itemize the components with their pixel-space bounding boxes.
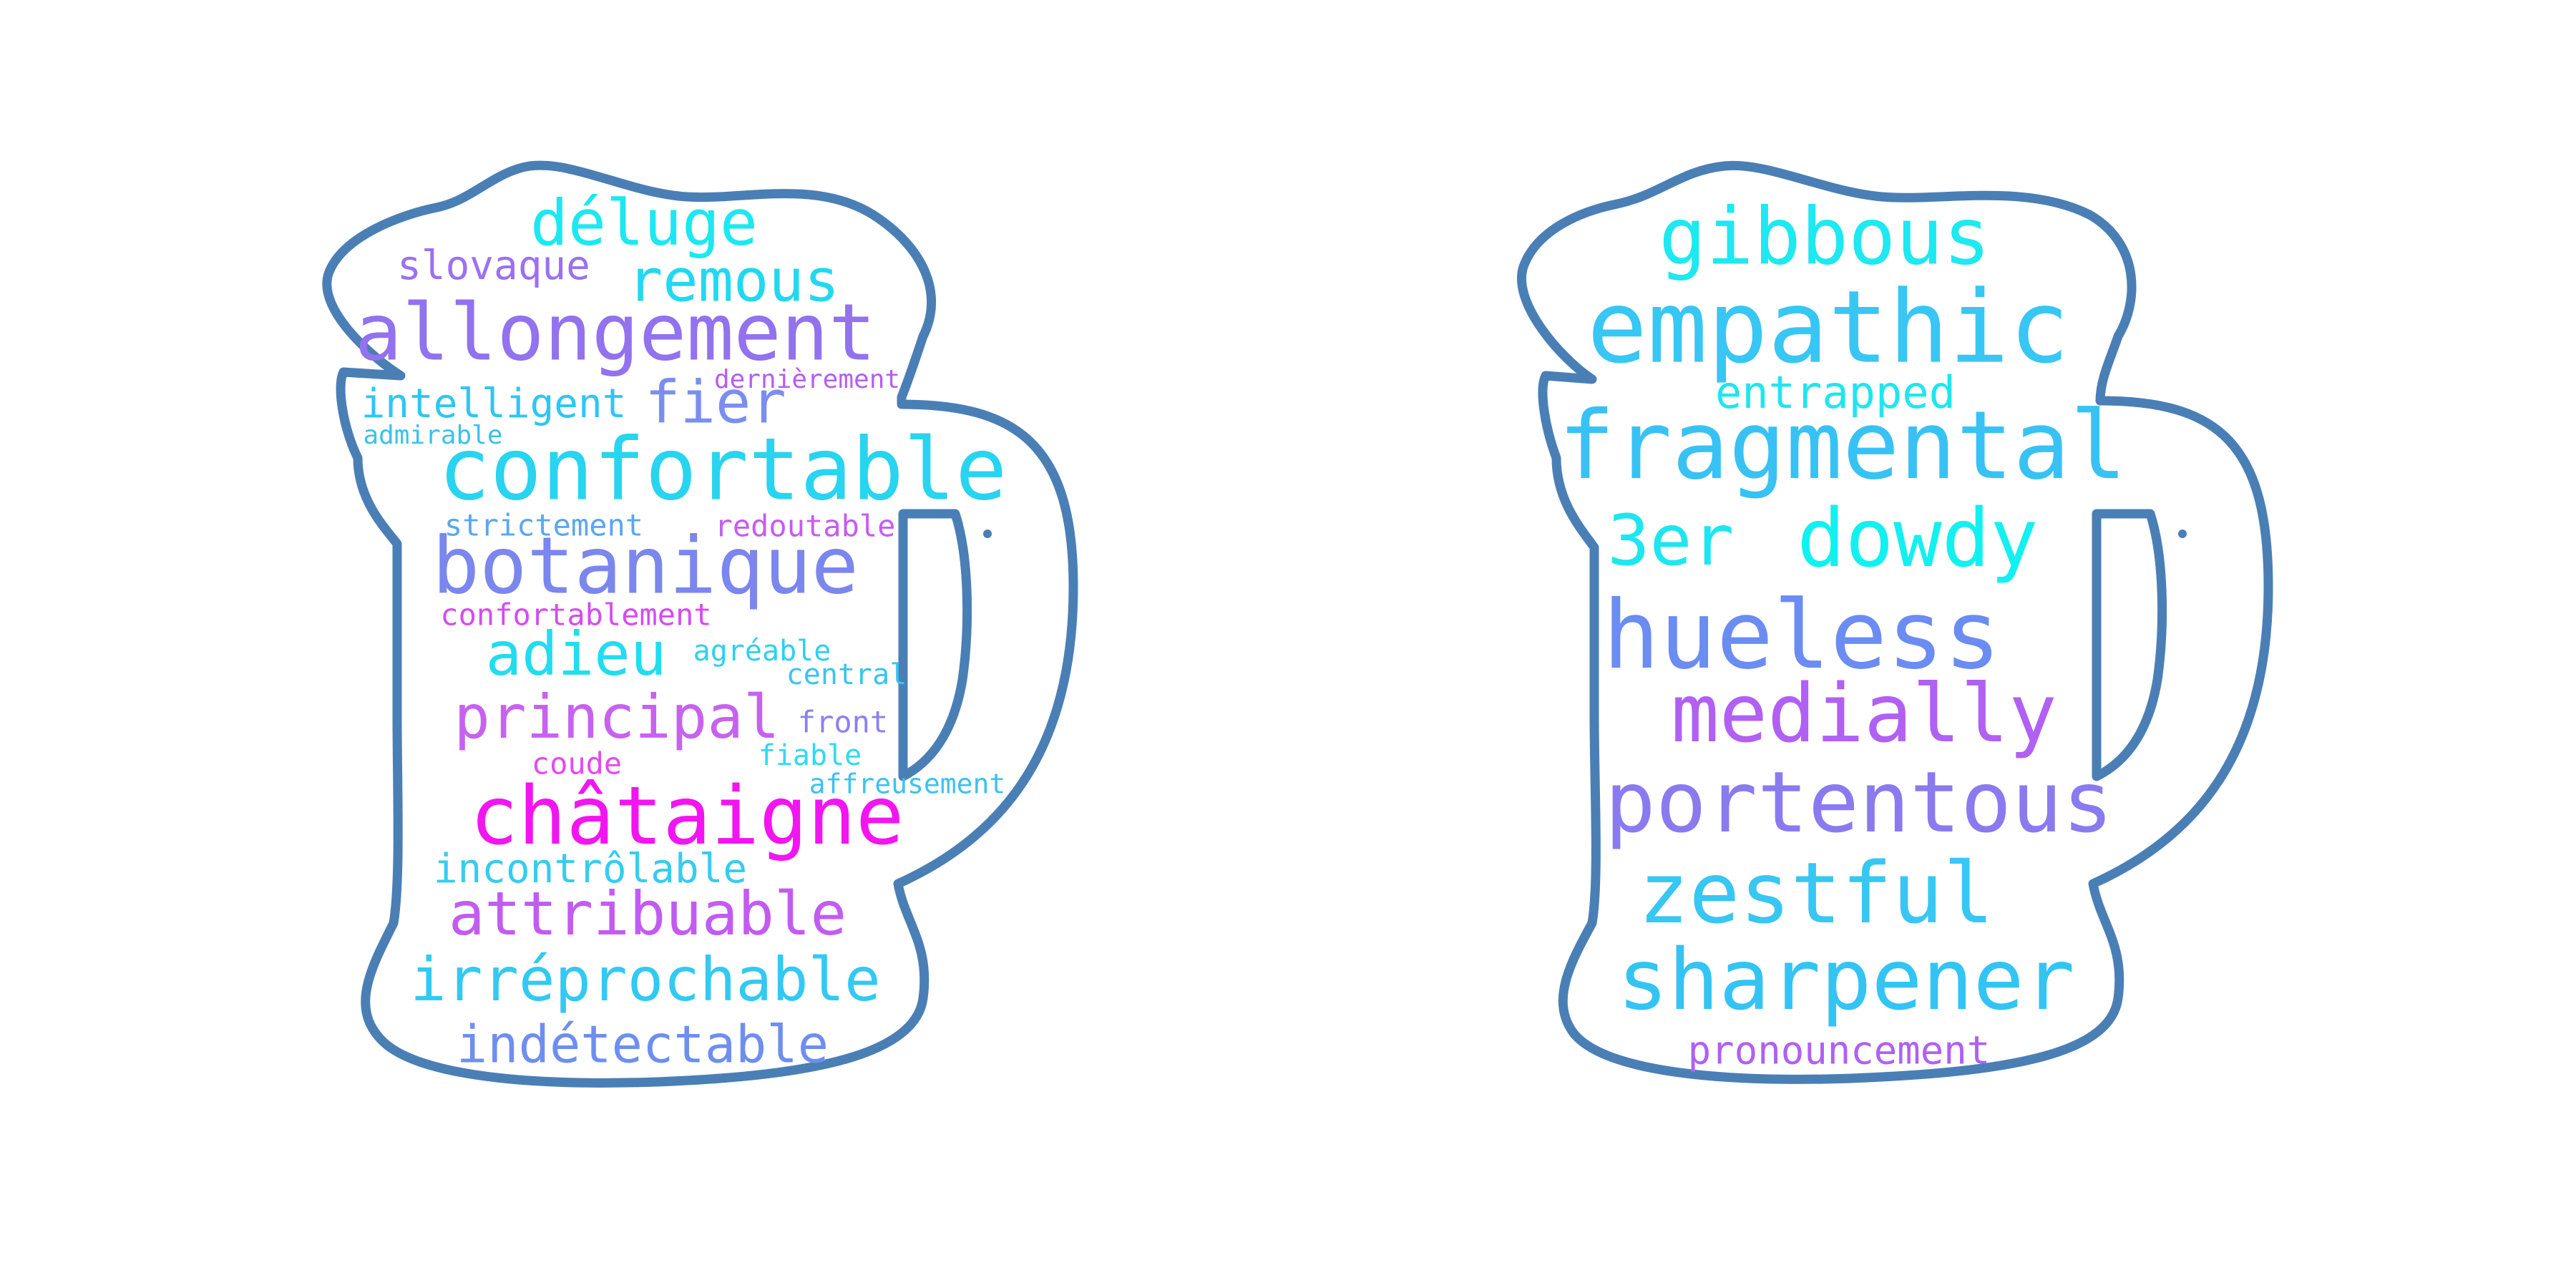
cloud-word: confortable [439, 421, 1008, 520]
cloud-word: coude [532, 746, 622, 781]
cloud-word: principal [454, 682, 779, 752]
cloud-word: admirable [363, 421, 502, 450]
cloud-word: entrapped [1715, 366, 1956, 419]
cloud-word: front [798, 705, 888, 740]
cloud-word: zestful [1638, 844, 1994, 942]
cloud-word: confortablement [440, 597, 711, 633]
cloud-word: adieu [486, 619, 667, 689]
cloud-word: fiable [758, 739, 862, 772]
cloud-word: remous [628, 247, 839, 315]
cloud-word: portentous [1605, 753, 2113, 852]
cloud-word: châtaigne [470, 770, 904, 863]
cloud-word: redoutable [715, 509, 896, 544]
cloud-word: hueless [1603, 580, 2001, 691]
cloud-word: indétectable [457, 1015, 829, 1075]
beer-mug-left-spot [983, 530, 992, 538]
beer-mug-right-handle-inner [2092, 509, 2167, 781]
cloud-word: intelligent [361, 381, 627, 427]
beer-mug-right-spot [2178, 530, 2187, 538]
cloud-word: slovaque [397, 243, 590, 289]
cloud-word: gibbous [1659, 190, 1991, 282]
cloud-word: attribuable [449, 879, 847, 949]
cloud-word: empathic [1587, 270, 2069, 386]
cloud-word: agréable [693, 635, 831, 668]
beer-mug-right-outline [1517, 160, 2273, 1084]
cloud-word: affreusement [809, 769, 1006, 800]
cloud-word: 3er [1607, 500, 1734, 582]
cloud-word: botanique [432, 519, 859, 611]
beer-mug-left-outline [322, 160, 1078, 1088]
cloud-word: central [786, 658, 907, 691]
cloud-word: irréprochable [410, 945, 880, 1015]
cloud-word: incontrôlable [434, 846, 747, 892]
beer-mug-left-handle-inner [898, 509, 972, 781]
cloud-word: medially [1671, 668, 2057, 761]
cloud-word: déluge [530, 186, 758, 260]
cloud-word: fragmental [1558, 391, 2127, 501]
cloud-word: dowdy [1797, 492, 2038, 585]
cloud-word: strictement [444, 508, 643, 543]
cloud-word: sharpener [1617, 930, 2074, 1029]
cloud-word: allongement [355, 286, 876, 378]
cloud-word: fier [645, 369, 786, 436]
cloud-word: pronouncement [1688, 1028, 1991, 1073]
cloud-word: dernièrement [714, 365, 900, 394]
